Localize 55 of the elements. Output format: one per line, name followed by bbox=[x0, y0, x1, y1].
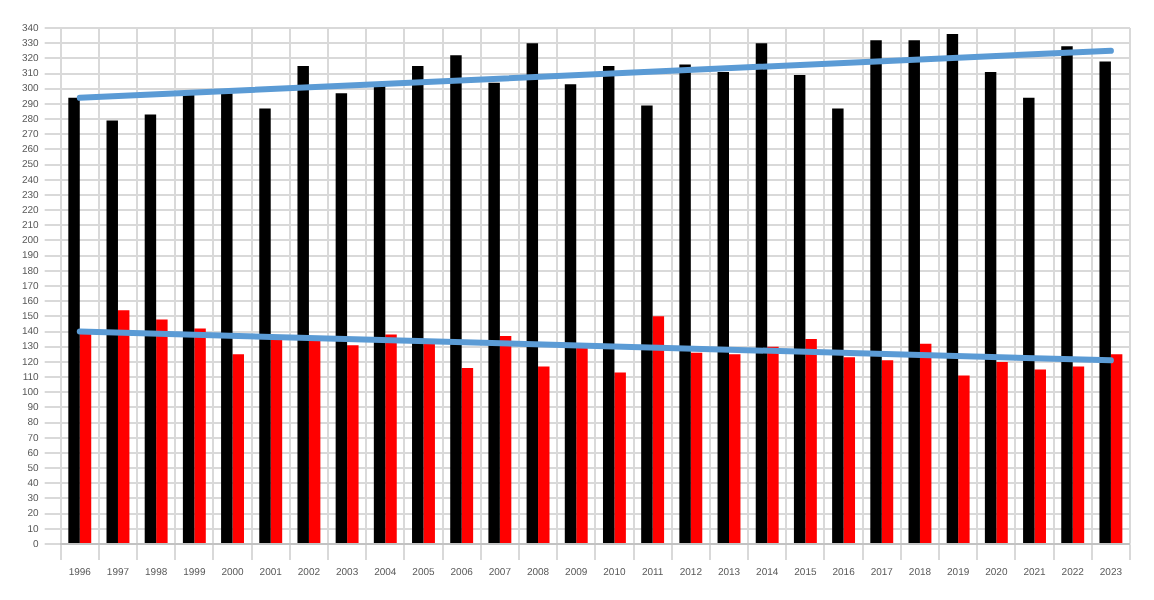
bar bbox=[1034, 369, 1046, 543]
bar bbox=[717, 72, 730, 543]
bar bbox=[221, 93, 233, 543]
bar bbox=[144, 114, 157, 543]
bar bbox=[297, 65, 309, 543]
bar bbox=[996, 361, 1008, 543]
bar bbox=[843, 357, 856, 543]
bar bbox=[958, 375, 970, 543]
bar bbox=[1061, 46, 1073, 543]
bar bbox=[602, 65, 615, 543]
bar bbox=[106, 120, 118, 543]
bar bbox=[805, 339, 817, 543]
bar bbox=[526, 43, 539, 543]
bar bbox=[461, 367, 474, 543]
bar bbox=[679, 64, 691, 543]
bar bbox=[450, 55, 462, 543]
bar bbox=[767, 346, 779, 543]
bar bbox=[347, 345, 359, 543]
bar bbox=[641, 105, 653, 543]
bar bbox=[308, 339, 321, 543]
bar bbox=[117, 310, 130, 543]
bar bbox=[156, 319, 168, 543]
bar bbox=[755, 43, 768, 543]
bar bbox=[984, 72, 997, 543]
bar bbox=[690, 352, 703, 543]
bar bbox=[270, 337, 283, 543]
bar bbox=[499, 336, 512, 543]
bar bbox=[385, 334, 397, 543]
bar bbox=[335, 93, 348, 543]
bar bbox=[412, 65, 424, 543]
bar bbox=[919, 343, 932, 543]
bar bbox=[729, 354, 741, 543]
bar bbox=[870, 40, 882, 543]
bar bbox=[182, 93, 195, 543]
bar bbox=[373, 85, 386, 543]
bar bbox=[652, 316, 665, 543]
bar bbox=[1099, 61, 1111, 543]
bar bbox=[488, 82, 500, 543]
bar bbox=[68, 97, 80, 543]
bar bbox=[423, 343, 435, 543]
bar bbox=[259, 108, 271, 543]
bar bbox=[538, 366, 550, 543]
bar bbox=[1023, 97, 1035, 543]
bar bbox=[793, 75, 806, 543]
bar bbox=[881, 360, 894, 543]
bar bbox=[1110, 354, 1123, 543]
bar bbox=[194, 328, 206, 543]
bar bbox=[832, 108, 844, 543]
bar bbox=[232, 354, 244, 543]
bar bbox=[79, 331, 92, 543]
bar bbox=[946, 34, 959, 543]
bar bbox=[614, 372, 626, 543]
bar bbox=[908, 40, 920, 543]
bar bbox=[564, 84, 577, 543]
bar bbox=[1072, 366, 1085, 543]
